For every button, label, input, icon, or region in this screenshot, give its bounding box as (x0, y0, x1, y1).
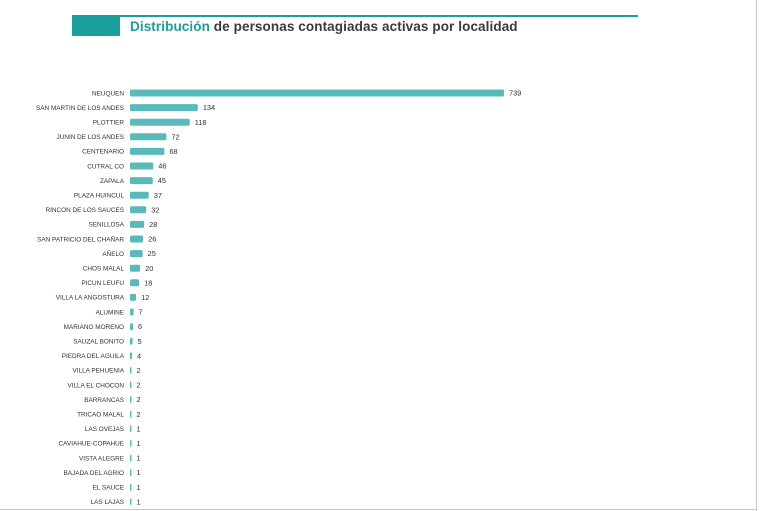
chart-title: Distribución de personas contagiadas act… (130, 19, 518, 34)
value-label: 1 (137, 439, 141, 448)
chart-title-highlight: Distribución (130, 19, 210, 34)
bar (130, 439, 132, 447)
category-label: SENILLOSA (88, 222, 124, 229)
bar (130, 381, 132, 389)
value-label: 1 (137, 497, 141, 506)
value-label: 1 (137, 483, 141, 492)
bar (130, 118, 190, 126)
category-label: RINCON DE LOS SAUCES (46, 207, 124, 214)
value-label: 2 (137, 381, 141, 390)
bar (130, 352, 133, 360)
category-label: JUNIN DE LOS ANDES (57, 134, 124, 141)
category-label: CENTENARIO (82, 149, 124, 156)
bar (130, 177, 153, 185)
category-label: EL SAUCE (93, 485, 124, 492)
bar (130, 323, 134, 331)
bar (130, 250, 143, 258)
bar (130, 498, 132, 506)
value-label: 46 (158, 162, 166, 171)
value-label: 6 (138, 322, 142, 331)
bar (130, 396, 132, 404)
value-label: 20 (145, 264, 153, 273)
frame-right-border (756, 0, 757, 511)
value-label: 18 (144, 278, 152, 287)
value-label: 72 (171, 132, 179, 141)
category-label: VILLA LA ANGOSTURA (56, 295, 125, 302)
bar (130, 264, 141, 272)
category-label: VILLA PEHUENIA (72, 368, 124, 375)
category-label: LAS LAJAS (91, 499, 124, 506)
bar (130, 235, 144, 243)
bar (130, 366, 132, 374)
bar (130, 469, 132, 477)
value-label: 32 (151, 205, 159, 214)
bar (130, 337, 133, 345)
category-label: TRICAO MALAL (77, 412, 124, 419)
value-label: 25 (148, 249, 156, 258)
value-label: 26 (148, 235, 156, 244)
value-label: 2 (137, 410, 141, 419)
chart-title-rest: de personas contagiadas activas por loca… (209, 19, 518, 34)
category-label: PLOTTIER (93, 120, 125, 127)
frame-bottom-border (0, 509, 757, 510)
category-label: VISTA ALEGRE (79, 455, 124, 462)
bar (130, 162, 154, 170)
value-label: 118 (195, 118, 207, 127)
value-label: 1 (137, 424, 141, 433)
value-label: 5 (138, 337, 142, 346)
bar (130, 425, 132, 433)
value-label: 134 (203, 103, 215, 112)
value-label: 45 (158, 176, 166, 185)
category-label: AÑELO (102, 249, 124, 258)
category-label: VILLA EL CHOCON (67, 382, 124, 389)
category-label: PICUN LEUFU (81, 280, 124, 287)
value-label: 37 (154, 191, 162, 200)
value-label: 1 (137, 454, 141, 463)
category-label: ALUMINE (96, 309, 124, 316)
category-label: CAVIAHUE-COPAHUE (59, 441, 124, 448)
bar (130, 454, 132, 462)
bar (130, 191, 149, 199)
category-label: LAS OVEJAS (85, 426, 124, 433)
category-label: MARIANO MORENO (64, 324, 124, 331)
bar (130, 147, 165, 155)
category-label: SAN PATRICIO DEL CHAÑAR (37, 234, 124, 243)
header-accent-block (72, 15, 120, 36)
value-label: 1 (137, 468, 141, 477)
value-label: 28 (149, 220, 157, 229)
bar (130, 279, 140, 287)
bar (130, 220, 145, 228)
bar (130, 308, 134, 316)
bar (130, 133, 167, 141)
category-label: CUTRAL CO (87, 163, 124, 170)
category-label: SAUZAL BONITO (73, 339, 124, 346)
value-label: 7 (139, 308, 143, 317)
bar (130, 206, 147, 214)
value-label: 739 (509, 89, 521, 98)
value-label: 2 (137, 395, 141, 404)
bar (130, 104, 198, 112)
bar (130, 483, 132, 491)
category-label: PLAZA HUINCUL (74, 193, 125, 200)
category-label: BARRANCAS (84, 397, 124, 404)
value-label: 68 (169, 147, 177, 156)
value-label: 4 (137, 351, 141, 360)
bar (130, 410, 132, 418)
header-accent-rule (120, 15, 638, 17)
value-label: 12 (141, 293, 149, 302)
category-label: BAJADA DEL AGRIO (64, 470, 125, 477)
category-label: ZAPALA (100, 178, 125, 185)
value-label: 2 (137, 366, 141, 375)
category-label: CHOS MALAL (83, 266, 125, 273)
category-label: NEUQUEN (92, 90, 124, 97)
bar (130, 89, 504, 97)
category-label: SAN MARTIN DE LOS ANDES (36, 105, 124, 112)
category-label: PIEDRA DEL AGUILA (62, 353, 125, 360)
bar (130, 293, 137, 301)
